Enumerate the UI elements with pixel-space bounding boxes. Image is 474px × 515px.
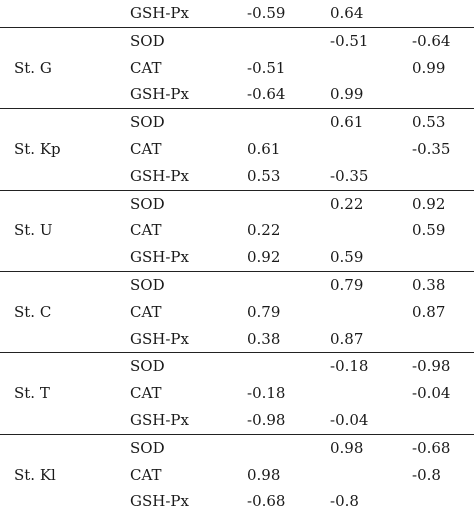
table-row: CAT -0.51 0.99: [0, 55, 474, 82]
table-row: SOD 0.79 0.38: [0, 272, 474, 299]
station-label: St. T: [14, 384, 50, 403]
station-label: St. U: [14, 221, 53, 240]
station-group: SOD -0.18 -0.98 CAT -0.18 -0.04 GSH-Px -0.98 -0.…: [0, 352, 474, 433]
value-cell-2: 0.59: [330, 248, 364, 267]
value-cell-1: -0.98: [247, 410, 286, 429]
value-cell-1: -0.64: [247, 85, 286, 104]
station-label: St. G: [14, 58, 52, 77]
value-cell-2: -0.35: [330, 166, 369, 185]
station-label: St. Kp: [14, 139, 61, 158]
enzyme-cell: SOD: [130, 194, 165, 213]
value-cell-3: 0.99: [412, 58, 446, 77]
enzyme-cell: SOD: [130, 438, 165, 457]
table-row: SOD 0.61 0.53: [0, 109, 474, 136]
enzyme-cell: SOD: [130, 113, 165, 132]
value-cell-3: 0.38: [412, 275, 446, 294]
enzyme-cell: SOD: [130, 357, 165, 376]
table-row: CAT 0.61 -0.35: [0, 136, 474, 163]
table-row: GSH-Px -0.98 -0.04: [0, 407, 474, 434]
station-group: SOD 0.79 0.38 CAT 0.79 0.87 GSH-Px 0.38 0.87 St. …: [0, 270, 474, 353]
enzyme-cell: GSH-Px: [130, 492, 189, 511]
value-cell-3: 0.92: [412, 194, 446, 213]
enzyme-cell: CAT: [130, 139, 162, 158]
enzyme-cell: SOD: [130, 275, 165, 294]
enzyme-cell: CAT: [130, 58, 162, 77]
enzyme-cell: CAT: [130, 465, 162, 484]
table-row: GSH-Px -0.68 -0.8: [0, 488, 474, 515]
station-label: St. Kl: [14, 465, 56, 484]
value-cell-2: 0.22: [330, 194, 364, 213]
enzyme-cell: CAT: [130, 384, 162, 403]
value-cell-2: -0.04: [330, 410, 369, 429]
value-cell-3: 0.87: [412, 302, 446, 321]
value-cell-3: -0.8: [412, 465, 441, 484]
value-cell-2: 0.87: [330, 329, 364, 348]
value-cell-2: 0.61: [330, 113, 364, 132]
value-cell-3: -0.98: [412, 357, 451, 376]
table-row: CAT 0.79 0.87: [0, 299, 474, 326]
value-cell-2: -0.51: [330, 31, 369, 50]
enzyme-cell: GSH-Px: [130, 166, 189, 185]
value-cell-1: -0.68: [247, 492, 286, 511]
value-cell-3: 0.59: [412, 221, 446, 240]
value-cell-2: 0.79: [330, 275, 364, 294]
station-group: SOD 0.22 0.92 CAT 0.22 0.59 GSH-Px 0.92 0.59 St. …: [0, 189, 474, 271]
value-cell-1: 0.79: [247, 302, 281, 321]
value-cell-1: -0.18: [247, 384, 286, 403]
station-group: SOD 0.98 -0.68 CAT 0.98 -0.8 GSH-Px -0.68 -0.8 St…: [0, 433, 474, 515]
value-cell-1: -0.51: [247, 58, 286, 77]
value-cell-3: -0.64: [412, 31, 451, 50]
table-row: CAT 0.98 -0.8: [0, 462, 474, 489]
enzyme-cell: GSH-Px: [130, 248, 189, 267]
value-cell-1: 0.38: [247, 329, 281, 348]
table-row: SOD -0.51 -0.64: [0, 28, 474, 55]
value-cell-2: 0.99: [330, 85, 364, 104]
table-row: GSH-Px -0.59 0.64: [0, 0, 474, 27]
enzyme-cell: GSH-Px: [130, 4, 189, 22]
table-row: GSH-Px 0.53 -0.35: [0, 163, 474, 190]
table-row: CAT -0.18 -0.04: [0, 380, 474, 407]
value-cell-3: 0.53: [412, 113, 446, 132]
value-cell-3: -0.04: [412, 384, 451, 403]
table-row: GSH-Px 0.38 0.87: [0, 326, 474, 353]
enzyme-cell: GSH-Px: [130, 85, 189, 104]
enzyme-cell: GSH-Px: [130, 329, 189, 348]
value-cell-1: 0.61: [247, 139, 281, 158]
enzyme-cell: GSH-Px: [130, 410, 189, 429]
station-label: St. C: [14, 302, 52, 321]
value-cell-1: 0.92: [247, 248, 281, 267]
station-group: SOD -0.51 -0.64 CAT -0.51 0.99 GSH-Px -0.64 0.99…: [0, 26, 474, 108]
table-row: CAT 0.22 0.59: [0, 217, 474, 244]
value-cell-3: -0.35: [412, 139, 451, 158]
value-cell-2: 0.64: [330, 4, 364, 22]
table-row: SOD -0.18 -0.98: [0, 353, 474, 380]
enzyme-cell: SOD: [130, 31, 165, 50]
value-cell-3: -0.68: [412, 438, 451, 457]
table-row: GSH-Px -0.64 0.99: [0, 81, 474, 108]
enzyme-cell: CAT: [130, 221, 162, 240]
table-row: GSH-Px 0.92 0.59: [0, 244, 474, 271]
enzyme-cell: CAT: [130, 302, 162, 321]
value-cell-2: -0.18: [330, 357, 369, 376]
station-group: GSH-Px -0.59 0.64: [0, 0, 474, 27]
value-cell-2: 0.98: [330, 438, 364, 457]
value-cell-1: 0.53: [247, 166, 281, 185]
value-cell-1: 0.22: [247, 221, 281, 240]
value-cell-2: -0.8: [330, 492, 359, 511]
station-group: SOD 0.61 0.53 CAT 0.61 -0.35 GSH-Px 0.53 -0.35 St…: [0, 108, 474, 189]
table-row: SOD 0.22 0.92: [0, 191, 474, 218]
value-cell-1: 0.98: [247, 465, 281, 484]
value-cell-1: -0.59: [247, 4, 286, 22]
table-row: SOD 0.98 -0.68: [0, 435, 474, 462]
